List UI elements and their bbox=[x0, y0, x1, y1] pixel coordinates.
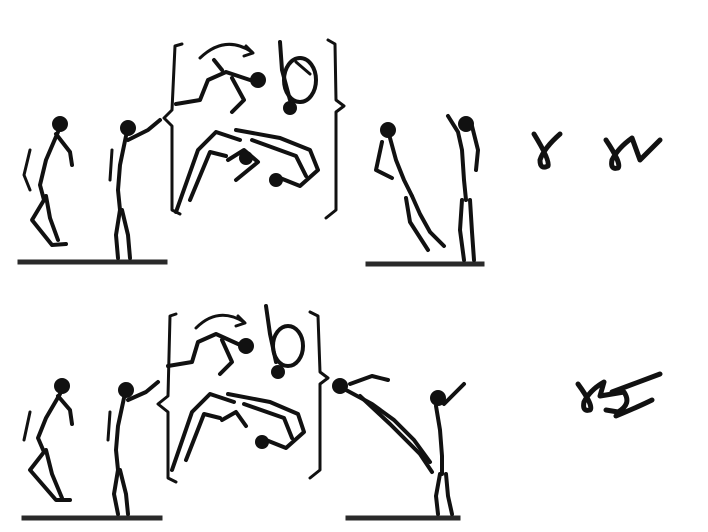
row-1-figure-arch bbox=[234, 128, 320, 188]
row-1 bbox=[17, 38, 663, 267]
row-1-figure-arms-up bbox=[108, 118, 162, 260]
row-2-figure-inverted bbox=[264, 304, 305, 379]
row-1-figure-layout bbox=[174, 130, 260, 214]
row-2-figure-arch bbox=[226, 392, 306, 450]
gamma-loop-crossed-symbol bbox=[575, 379, 630, 415]
row-1-left-brace bbox=[162, 42, 184, 216]
row-1-figure-tuck-top bbox=[174, 58, 266, 114]
row-1-figure-stand bbox=[22, 116, 74, 247]
row-2-figure-tuck-top bbox=[166, 332, 254, 376]
row-2-rotation-group bbox=[156, 304, 330, 484]
row-2-notation bbox=[575, 371, 663, 419]
row-2-figure-arms-up bbox=[106, 380, 160, 516]
gamma-loop-symbol bbox=[531, 131, 563, 170]
row-1-figure-inverted bbox=[278, 40, 318, 115]
row-2 bbox=[21, 304, 663, 521]
row-1-notation bbox=[531, 131, 663, 171]
row-2-figure-layout-landing bbox=[332, 374, 434, 474]
row-2-figure-stand bbox=[22, 378, 74, 502]
row-1-right-brace bbox=[324, 38, 346, 220]
row-1-figure-finish bbox=[446, 114, 480, 262]
row-2-figure-layout bbox=[170, 392, 248, 472]
row-1-rotation-group bbox=[162, 38, 346, 220]
row-2-left-brace bbox=[156, 312, 178, 484]
gamma-loop-check-symbol bbox=[603, 135, 663, 171]
row-2-right-brace bbox=[308, 310, 330, 480]
row-1-figure-landing bbox=[374, 122, 446, 252]
row-2-figure-finish bbox=[430, 382, 466, 516]
